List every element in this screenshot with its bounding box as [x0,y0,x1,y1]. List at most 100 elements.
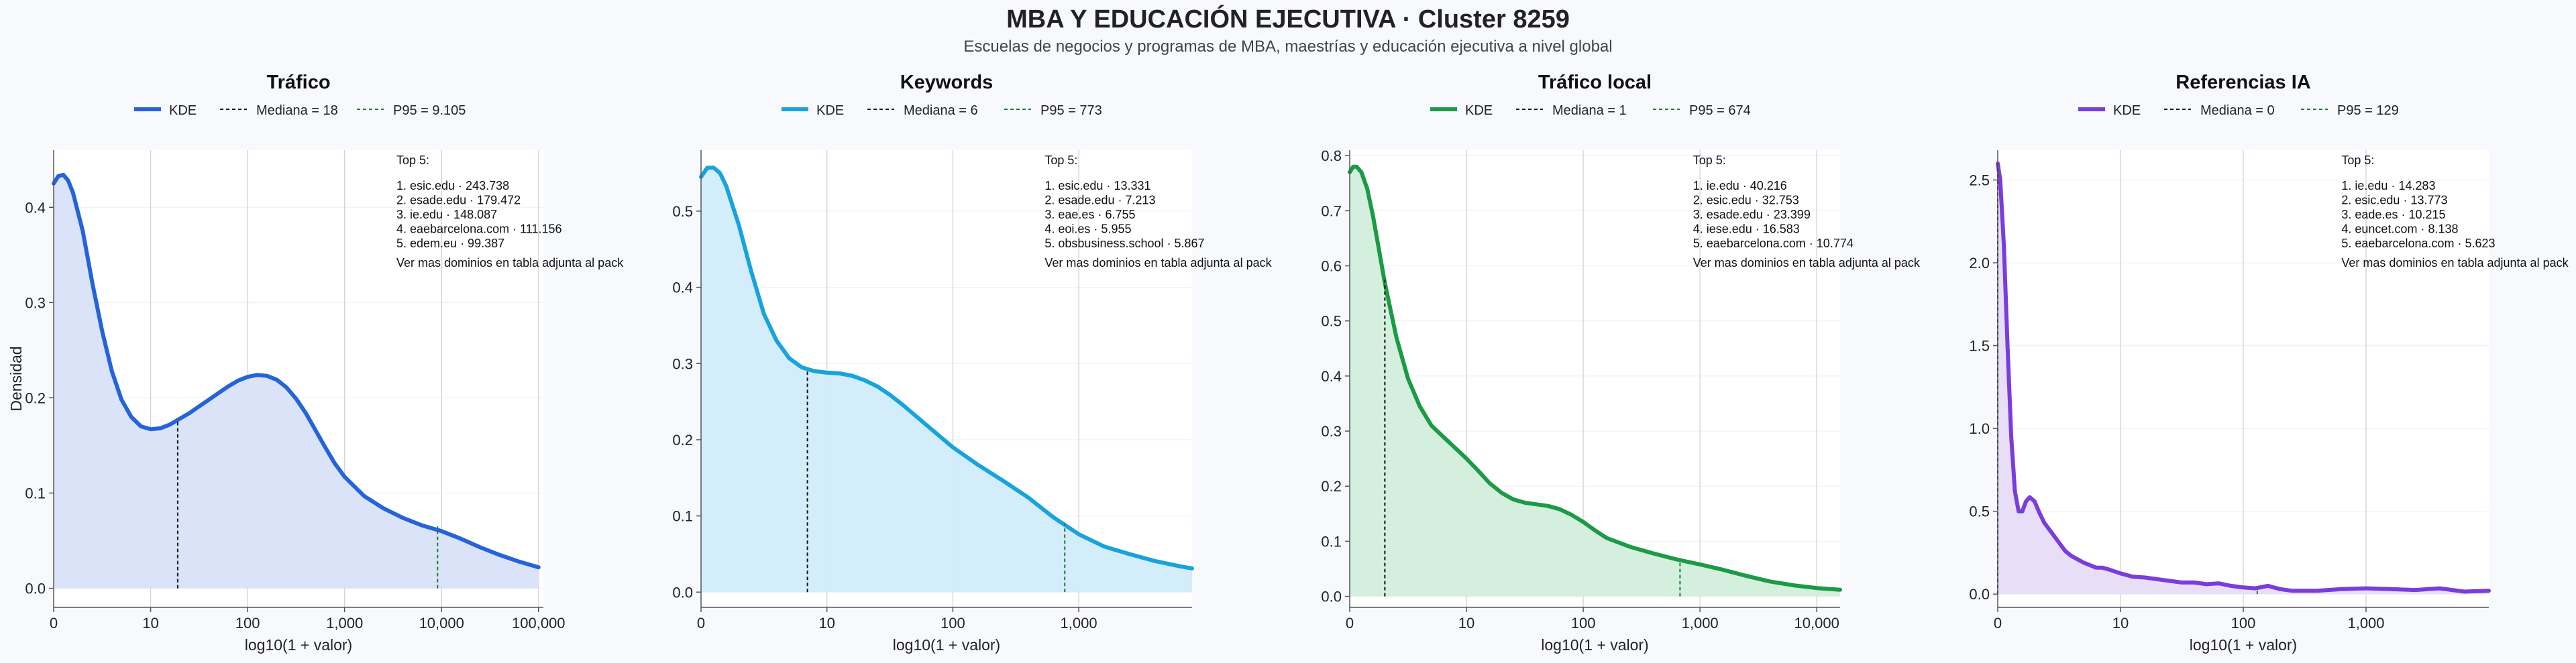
subplot-title: Tráfico [266,72,330,93]
y-tick-label: 1.5 [1969,338,1990,355]
top5-item: 3. ie.edu · 148.087 [396,208,497,221]
x-tick-label: 10 [1458,615,1474,631]
x-axis-label: log10(1 + valor) [1541,636,1648,654]
y-tick-label: 0.5 [1321,313,1342,330]
top5-note: Ver mas dominios en tabla adjunta al pac… [1693,256,1921,269]
y-tick-label: 0.2 [1321,478,1342,495]
page-subtitle: Escuelas de negocios y programas de MBA,… [963,38,1613,56]
x-tick-label: 10 [142,615,158,631]
top5-header: Top 5: [396,154,429,167]
y-tick-label: 0.2 [672,432,693,448]
x-tick-label: 0 [1346,615,1354,631]
chart-panel-4: 0.0 0.5 1.0 1.5 2.0 2.5 0 10 100 1,000 log10(1 + v… [1969,72,2569,654]
y-tick-label: 0.3 [25,294,46,311]
y-tick-label: 0.6 [1321,258,1342,275]
top5-header: Top 5: [1044,154,1077,167]
legend-p95-label: P95 = 674 [1689,103,1751,118]
kde-area [1998,163,2489,595]
y-tick-label: 2.5 [1969,172,1990,188]
top5-item: 3. eade.es · 10.215 [2341,208,2445,221]
legend-kde-label: KDE [2113,103,2141,118]
x-tick-label: 100 [235,615,260,631]
y-tick-label: 0.0 [1969,586,1990,603]
legend-median-label: Mediana = 0 [2200,103,2275,118]
legend-median-label: Mediana = 6 [904,103,978,118]
x-tick-label: 1,000 [326,615,363,631]
top5-note: Ver mas dominios en tabla adjunta al pac… [2341,256,2569,269]
subplot-title: Keywords [900,72,994,93]
y-tick-label: 0.8 [1321,147,1342,164]
top5-item: 1. ie.edu · 40.216 [1693,179,1787,192]
y-tick-label: 0.0 [1321,589,1342,605]
top5-header: Top 5: [1693,154,1726,167]
top5-item: 5. edem.eu · 99.387 [396,237,504,250]
subplot-title: Referencias IA [2176,72,2311,93]
y-tick-label: 0.0 [25,581,46,597]
x-tick-label: 10,000 [419,615,464,631]
x-tick-label: 1,000 [1061,615,1097,631]
top5-item: 5. eaebarcelona.com · 10.774 [1693,237,1854,250]
top5-item: 4. eoi.es · 5.955 [1044,223,1131,236]
top5-item: 4. iese.edu · 16.583 [1693,223,1800,236]
legend-p95-label: P95 = 129 [2337,103,2399,118]
x-axis-label: log10(1 + valor) [2190,636,2297,654]
x-tick-label: 100,000 [512,615,566,631]
legend-median-label: Mediana = 1 [1552,103,1627,118]
x-tick-label: 10,000 [1794,615,1839,631]
top5-note: Ver mas dominios en tabla adjunta al pac… [1044,256,1272,269]
x-tick-label: 1,000 [1682,615,1719,631]
kde-curve [52,172,541,570]
y-tick-label: 0.1 [672,508,693,525]
y-tick-label: 0.5 [1969,503,1990,520]
top5-item: 2. esade.edu · 7.213 [1044,194,1155,207]
y-tick-label: 0.4 [1321,368,1342,385]
kde-area [54,174,539,589]
legend-kde-label: KDE [816,103,844,118]
y-tick-label: 0.2 [25,389,46,406]
x-tick-label: 10 [818,615,835,631]
chart-panel-1: 0.0 0.1 0.2 0.3 0.4 0 10 100 1,000 10,000 100,000 l… [7,72,624,654]
chart-panel-3: 0.0 0.1 0.2 0.3 0.4 0.5 0.6 0.7 0.8 0 10 100 1,000 10… [1321,72,1920,654]
top5-item: 4. euncet.com · 8.138 [2341,223,2458,236]
top5-item: 5. eaebarcelona.com · 5.623 [2341,237,2495,250]
x-tick-label: 100 [2231,615,2256,631]
y-tick-label: 0.0 [672,584,693,601]
top5-item: 3. esade.edu · 23.399 [1693,208,1811,221]
top5-item: 2. esade.edu · 179.472 [396,194,521,207]
y-tick-label: 0.4 [25,199,46,216]
top5-note: Ver mas dominios en tabla adjunta al pac… [396,256,624,269]
top5-item: 5. obsbusiness.school · 5.867 [1044,237,1204,250]
kde-curve [699,166,1194,570]
top5-item: 1. esic.edu · 13.331 [1044,179,1150,192]
page-title: MBA Y EDUCACIÓN EJECUTIVA · Cluster 8259 [1006,5,1570,34]
y-tick-label: 0.1 [25,485,46,502]
y-tick-label: 0.4 [672,280,693,296]
y-tick-label: 0.3 [672,355,693,372]
legend-p95-label: P95 = 773 [1040,103,1102,118]
y-axis-label: Densidad [7,346,25,411]
x-axis-label: log10(1 + valor) [245,636,352,654]
x-tick-label: 100 [941,615,965,631]
kde-area [1350,166,1840,597]
top5-item: 2. esic.edu · 32.753 [1693,194,1799,207]
x-tick-label: 100 [1571,615,1596,631]
legend-kde-label: KDE [169,103,197,118]
y-tick-label: 0.5 [672,203,693,220]
y-tick-label: 0.1 [1321,533,1342,550]
top5-item: 2. esic.edu · 13.773 [2341,194,2447,207]
legend-p95-label: P95 = 9.105 [393,103,466,118]
kde-curve [1348,164,1842,592]
top5-item: 3. eae.es · 6.755 [1044,208,1135,221]
top5-item: 1. esic.edu · 243.738 [396,179,509,192]
top5-header: Top 5: [2341,154,2374,167]
y-tick-label: 1.0 [1969,420,1990,437]
chart-panel-2: 0.0 0.1 0.2 0.3 0.4 0.5 0 10 100 1,000 log10(1 + v… [672,72,1272,654]
x-tick-label: 10 [2112,615,2129,631]
top5-item: 1. ie.edu · 14.283 [2341,179,2435,192]
x-tick-label: 1,000 [2347,615,2384,631]
kde-area [701,168,1192,593]
x-tick-label: 0 [1994,615,2002,631]
legend-kde-label: KDE [1465,103,1493,118]
